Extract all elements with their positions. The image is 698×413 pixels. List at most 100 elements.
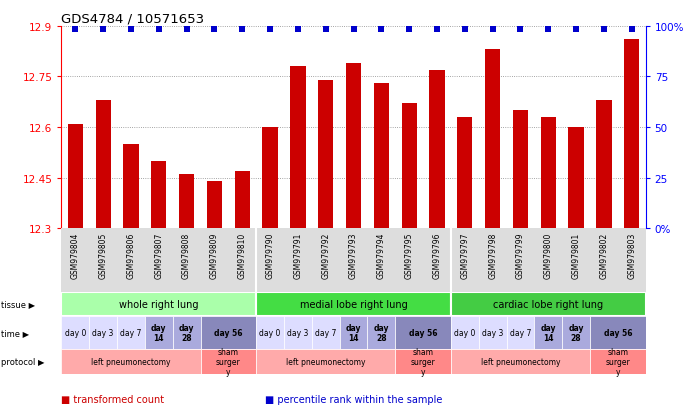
Bar — [568, 128, 584, 228]
Bar — [262, 128, 278, 228]
Text: sham
surger
y: sham surger y — [410, 347, 436, 377]
Text: GSM979809: GSM979809 — [210, 232, 219, 278]
Text: day 3: day 3 — [482, 328, 503, 337]
Bar — [124, 145, 139, 228]
Text: day 0: day 0 — [260, 328, 281, 337]
Bar — [346, 64, 361, 228]
Bar — [256, 292, 451, 316]
Text: left pneumonectomy: left pneumonectomy — [286, 357, 366, 366]
Bar — [485, 50, 500, 228]
Bar — [596, 101, 611, 228]
Text: day
14: day 14 — [346, 323, 362, 342]
Bar — [284, 316, 312, 349]
Text: GSM979792: GSM979792 — [321, 232, 330, 278]
Text: ■ transformed count: ■ transformed count — [61, 394, 165, 404]
Text: day 7: day 7 — [120, 328, 142, 337]
Bar — [290, 67, 306, 228]
Bar — [200, 349, 256, 374]
Point — [626, 26, 637, 33]
Text: day
28: day 28 — [568, 323, 584, 342]
Text: day 7: day 7 — [315, 328, 336, 337]
Text: left pneumonectomy: left pneumonectomy — [481, 357, 560, 366]
Bar — [61, 292, 256, 316]
Text: GSM979798: GSM979798 — [488, 232, 497, 278]
Text: time ▶: time ▶ — [1, 328, 29, 337]
Bar — [61, 316, 89, 349]
Point — [376, 26, 387, 33]
Point — [98, 26, 109, 33]
Bar — [479, 316, 507, 349]
Bar — [367, 316, 395, 349]
Bar — [429, 71, 445, 228]
Text: protocol ▶: protocol ▶ — [1, 357, 44, 366]
Text: day 56: day 56 — [604, 328, 632, 337]
Text: GSM979793: GSM979793 — [349, 232, 358, 278]
Point — [570, 26, 581, 33]
Bar — [68, 124, 83, 228]
Point — [431, 26, 443, 33]
Bar — [207, 181, 222, 228]
Point — [515, 26, 526, 33]
Text: GSM979795: GSM979795 — [405, 232, 414, 278]
Text: GSM979810: GSM979810 — [238, 232, 247, 278]
Text: cardiac lobe right lung: cardiac lobe right lung — [493, 299, 603, 309]
Text: day
14: day 14 — [151, 323, 167, 342]
Text: GSM979808: GSM979808 — [182, 232, 191, 278]
Text: GSM979801: GSM979801 — [572, 232, 581, 278]
Bar — [535, 316, 562, 349]
Bar — [451, 316, 479, 349]
Text: GDS4784 / 10571653: GDS4784 / 10571653 — [61, 13, 205, 26]
Bar — [373, 84, 389, 228]
Bar — [172, 316, 200, 349]
Text: day 0: day 0 — [65, 328, 86, 337]
Point — [292, 26, 304, 33]
Text: GSM979796: GSM979796 — [433, 232, 442, 278]
Text: GSM979799: GSM979799 — [516, 232, 525, 278]
Point — [209, 26, 220, 33]
Bar — [256, 316, 284, 349]
Point — [348, 26, 359, 33]
Text: GSM979805: GSM979805 — [98, 232, 107, 278]
Point — [181, 26, 192, 33]
Text: GSM979807: GSM979807 — [154, 232, 163, 278]
Bar — [590, 316, 646, 349]
Bar — [117, 316, 145, 349]
Text: left pneumonectomy: left pneumonectomy — [91, 357, 171, 366]
Text: day 56: day 56 — [409, 328, 438, 337]
Bar — [256, 349, 395, 374]
Point — [70, 26, 81, 33]
Text: day
28: day 28 — [179, 323, 194, 342]
Text: GSM979800: GSM979800 — [544, 232, 553, 278]
Bar — [541, 118, 556, 228]
Bar — [89, 316, 117, 349]
Point — [265, 26, 276, 33]
Bar — [401, 104, 417, 228]
Text: tissue ▶: tissue ▶ — [1, 299, 35, 309]
Text: day 56: day 56 — [214, 328, 243, 337]
Bar — [200, 316, 256, 349]
Bar — [179, 175, 194, 228]
Point — [153, 26, 165, 33]
Point — [487, 26, 498, 33]
Text: ■ percentile rank within the sample: ■ percentile rank within the sample — [265, 394, 443, 404]
Text: day 3: day 3 — [92, 328, 114, 337]
Bar — [312, 316, 340, 349]
Point — [237, 26, 248, 33]
Point — [543, 26, 554, 33]
Bar — [624, 40, 639, 228]
Bar — [151, 161, 166, 228]
Bar — [340, 316, 367, 349]
Bar — [235, 171, 250, 228]
Bar — [562, 316, 590, 349]
Point — [320, 26, 332, 33]
Text: day 0: day 0 — [454, 328, 475, 337]
Text: GSM979802: GSM979802 — [600, 232, 609, 278]
Text: GSM979794: GSM979794 — [377, 232, 386, 278]
Text: day
14: day 14 — [540, 323, 556, 342]
Text: whole right lung: whole right lung — [119, 299, 198, 309]
Text: sham
surger
y: sham surger y — [605, 347, 630, 377]
Bar — [318, 81, 334, 228]
Text: day 3: day 3 — [287, 328, 309, 337]
Bar — [513, 111, 528, 228]
Text: GSM979797: GSM979797 — [460, 232, 469, 278]
